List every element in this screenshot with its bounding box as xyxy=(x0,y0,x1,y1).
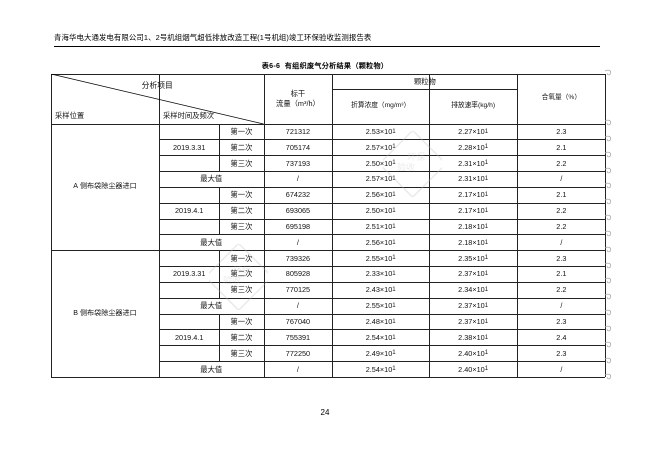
svg-text:环保: 环保 xyxy=(233,264,251,275)
svg-text:环保: 环保 xyxy=(407,151,425,162)
svg-text:验收: 验收 xyxy=(397,162,415,173)
svg-text:验收: 验收 xyxy=(223,275,241,286)
